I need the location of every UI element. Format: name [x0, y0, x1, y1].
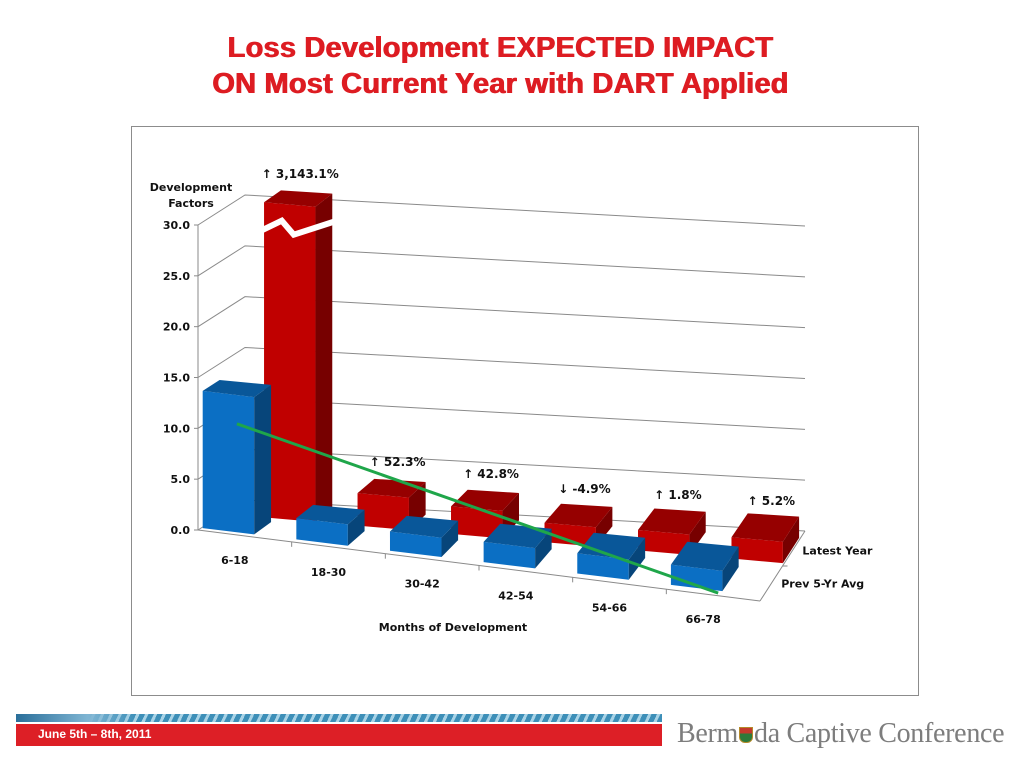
bar-side-face [782, 516, 800, 564]
y-tick-label: 10.0 [163, 422, 190, 435]
bar-side-face [628, 537, 646, 580]
bar-top-face [202, 379, 272, 398]
x-tick-label: 54-66 [592, 601, 628, 614]
bar [731, 513, 800, 564]
bar-side-face [254, 384, 272, 535]
bar-front-face [451, 506, 503, 539]
trendline-line [236, 422, 719, 595]
x-tick-label: 30-42 [405, 578, 440, 591]
percent-change-annotation: ↓ -4.9% [558, 482, 611, 496]
depth-axis-label: Prev 5-Yr Avg [781, 578, 864, 591]
percent-change-annotation: ↑ 3,143.1% [262, 167, 339, 181]
bar-top-face [637, 508, 706, 535]
y-tick-label: 0.0 [171, 524, 191, 537]
percent-change-annotation: ↑ 42.8% [463, 467, 519, 481]
y-tick-label: 30.0 [163, 219, 190, 232]
bar-front-face [483, 541, 536, 569]
bar-top-face [577, 532, 646, 560]
y-tick-label: 15.0 [163, 372, 190, 385]
annotations: ↑ 3,143.1% ↑ 52.3% ↑ 42.8% ↓ -4.9% ↑ 1.8% ↑ 5… [262, 167, 795, 508]
bar-top-face [389, 515, 459, 538]
depth-axis-labels: Latest Year Prev 5-Yr Avg [781, 545, 873, 591]
y-axis-ticks: 0.0 5.0 10.0 15.0 20.0 25.0 30.0 [163, 219, 788, 595]
x-tick-label: 66-78 [686, 613, 721, 626]
bar-front-face [670, 564, 723, 592]
bar-front-face [544, 522, 596, 547]
y-axis-title-line2: Factors [168, 197, 214, 210]
gridline [197, 296, 806, 329]
bar-side-face [315, 193, 333, 522]
brand-text-part2: da Captive Conference [754, 718, 1005, 749]
percent-change-annotation: ↑ 52.3% [370, 455, 426, 469]
bars-latest-year [259, 190, 800, 564]
bar [389, 515, 459, 558]
y-tick-label: 5.0 [171, 473, 191, 486]
gridline [197, 194, 806, 227]
brand-text-part1: Berm [677, 718, 739, 749]
bar-side-face [722, 546, 739, 592]
bar-top-face [544, 503, 613, 528]
trendline [236, 422, 719, 595]
bar-side-face [347, 509, 365, 546]
bermuda-crest-icon [739, 727, 754, 743]
bar-side-face [441, 520, 459, 558]
slide-title-line1: Loss Development EXPECTED IMPACT [227, 32, 773, 64]
x-tick-label: 6-18 [221, 554, 249, 567]
bar-front-face [264, 202, 316, 522]
axis-break-icon [259, 216, 337, 239]
gridline [197, 245, 806, 278]
percent-change-annotation: ↑ 1.8% [654, 488, 702, 502]
bar-front-face [577, 553, 629, 580]
x-tick-label: 18-30 [311, 566, 347, 579]
bar-front-face [357, 493, 409, 531]
gridline [197, 346, 806, 379]
bar-top-face [731, 513, 800, 542]
depth-axis-label: Latest Year [802, 545, 873, 558]
x-axis-labels: 6-18 18-30 30-42 42-54 54-66 66-78 [221, 554, 721, 626]
bar-front-face [202, 390, 255, 535]
x-axis-title: Months of Development [379, 621, 527, 634]
bar-top-face [296, 504, 365, 525]
bar [202, 379, 272, 535]
bars-prev-5yr-avg [202, 379, 739, 592]
bar-front-face [389, 531, 442, 558]
slide-title: Loss Development EXPECTED IMPACT ON Most… [0, 30, 1000, 102]
percent-change-annotation: ↑ 5.2% [748, 494, 796, 508]
bar-side-face [535, 528, 552, 569]
bar-front-face [637, 529, 690, 555]
bar [577, 532, 646, 580]
footer-stripe-band [16, 714, 662, 722]
bar-top-face [670, 541, 739, 571]
bar [259, 190, 337, 522]
footer-date: June 5th – 8th, 2011 [38, 727, 152, 741]
bar-top-face [264, 190, 333, 207]
slide-title-line2: ON Most Current Year with DART Applied [211, 68, 789, 100]
bar-front-face [296, 518, 348, 546]
bar [670, 541, 739, 592]
x-tick-label: 42-54 [498, 589, 534, 602]
y-tick-label: 20.0 [163, 321, 190, 334]
bar-front-face [731, 537, 783, 564]
y-tick-label: 25.0 [163, 270, 190, 283]
y-axis-title-line1: Development [150, 181, 232, 194]
bar [296, 504, 365, 546]
footer-date-bar: June 5th – 8th, 2011 [16, 724, 662, 746]
brand-logo: Berm da Captive Conference [677, 718, 1005, 750]
